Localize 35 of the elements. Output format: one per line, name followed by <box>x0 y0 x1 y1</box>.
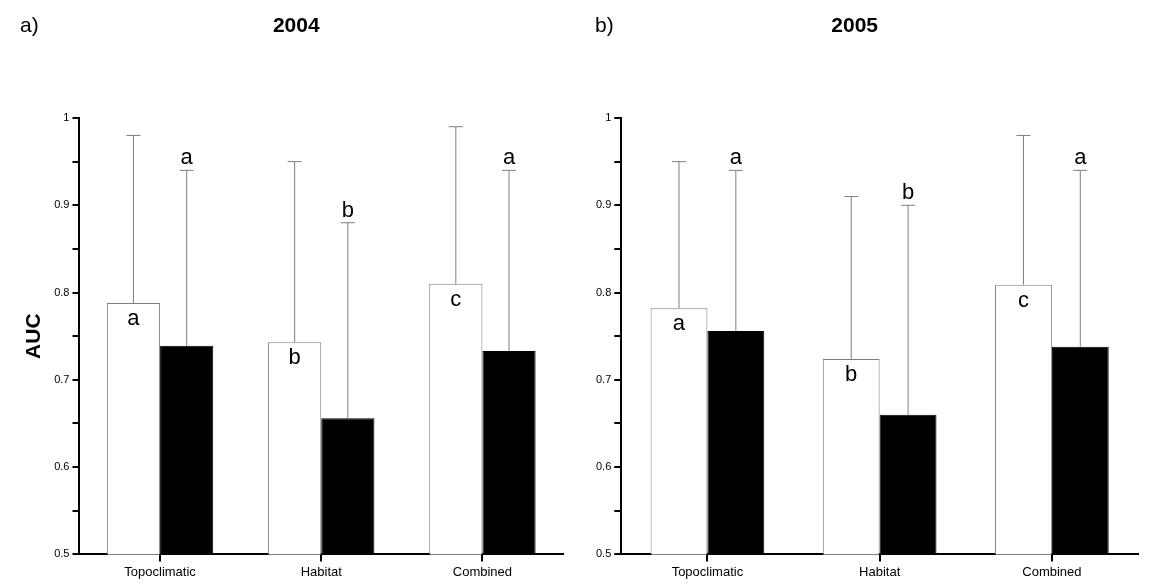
y-tick-label: 0.8 <box>595 285 612 298</box>
annotation: b <box>288 344 301 370</box>
annotation: a <box>672 310 686 336</box>
x-tick-label: Topoclimatic <box>124 563 197 579</box>
y-tick-label: 0.9 <box>595 198 612 211</box>
x-tick-label: Topoclimatic <box>671 563 744 579</box>
y-tick-label: 0.7 <box>595 372 612 385</box>
y-tick-label: 0.9 <box>54 198 70 211</box>
x-tick-label: Combined <box>1022 563 1082 579</box>
y-tick-label: 0.6 <box>595 460 612 473</box>
y-tick-label: 1 <box>605 111 612 124</box>
y-tick-label: 0.6 <box>54 460 70 473</box>
text: b) <box>595 13 614 37</box>
annotation: b <box>341 196 354 222</box>
annotation: a <box>1074 144 1088 170</box>
text: a) <box>20 13 39 37</box>
y-tick-label: 0.5 <box>595 547 612 560</box>
annotation: c <box>1017 286 1029 312</box>
annotation: a <box>729 144 743 170</box>
y-tick-label: 1 <box>63 111 70 124</box>
y-tick-label: 0.5 <box>54 547 70 560</box>
annotation: b <box>845 360 858 386</box>
annotation: b <box>901 179 915 205</box>
annotation: a <box>127 305 141 331</box>
annotation: c <box>450 285 462 311</box>
y-tick-label: 0.7 <box>54 372 70 385</box>
y-axis-title: AUC <box>21 313 45 359</box>
chart-title: 2004 <box>272 13 320 37</box>
annotation: a <box>180 144 194 170</box>
annotation: a <box>502 144 516 170</box>
x-tick-label: Habitat <box>300 563 343 579</box>
y-tick-label: 0.8 <box>54 285 70 298</box>
x-tick-label: Combined <box>452 563 513 579</box>
chart-title: 2005 <box>831 13 879 37</box>
x-tick-label: Habitat <box>859 563 901 579</box>
